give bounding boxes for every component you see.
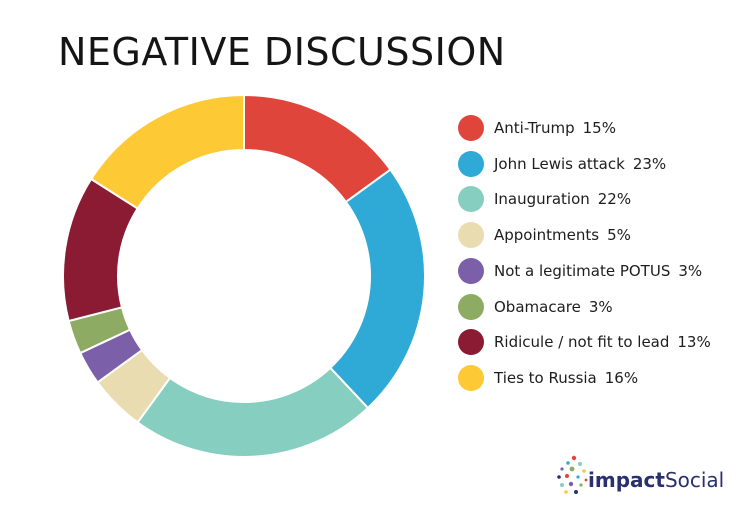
logo-dot [557,475,561,479]
legend-label: Not a legitimate POTUS 3% [494,262,702,280]
legend-item: Appointments 5% [458,221,631,249]
logo-dot [582,469,586,473]
legend-item: Not a legitimate POTUS 3% [458,257,702,285]
logo-dot [574,490,578,494]
logo-dot [565,474,569,478]
legend-label: Inauguration 22% [494,190,631,208]
legend-swatch [458,186,484,213]
legend-label-value: 23% [632,154,667,173]
legend-swatch [458,115,484,141]
logo-dot [576,475,580,479]
legend-label-name: Ties to Russia [494,368,597,387]
logo-dot [571,455,577,461]
legend-swatch [458,293,484,320]
logo-dot [560,483,564,487]
legend-label-value: 3% [678,261,703,280]
legend-item: Ridicule / not fit to lead 13% [458,328,711,356]
legend-label-value: 3% [588,297,613,316]
legend-item: Ties to Russia 16% [458,364,638,392]
legend-swatch [458,257,484,284]
legend-label-value: 22% [597,190,632,209]
logo-dot [560,467,564,471]
legend-label-name: Inauguration [494,190,590,209]
logo-dot [566,461,570,465]
legend-item: Anti-Trump 15% [458,114,616,142]
legend-label-value: 5% [607,226,631,245]
logo-dot [579,483,583,487]
legend-label: John Lewis attack 23% [494,155,666,173]
legend-swatch [458,150,484,177]
legend-item: Obamacare 3% [458,293,613,321]
legend-label-name: Anti-Trump [494,119,575,137]
legend-label-value: 13% [677,333,711,352]
logo-wordmark: impactSocial [588,468,724,492]
logo-dot [584,478,588,482]
legend-label-name: Ridicule / not fit to lead [494,333,670,352]
legend-item: John Lewis attack 23% [458,150,666,178]
impactsocial-logo: impactSocial [556,454,726,498]
logo-dot [578,462,582,466]
legend-label: Appointments 5% [494,226,631,244]
donut-slice-john-lewis-attack [328,168,426,410]
legend-swatch [458,222,484,249]
legend-label-value: 15% [582,119,616,137]
donut-slice-ties-to-russia [89,93,245,210]
logo-word-impact: impact [588,468,665,492]
legend-item: Inauguration 22% [458,185,631,213]
legend-label-name: Appointments [494,226,600,245]
logo-dot [569,466,575,472]
legend-label-name: John Lewis attack [494,154,625,173]
logo-dot [564,490,568,494]
legend-label-value: 16% [604,368,639,387]
legend-swatch [458,364,484,391]
donut-slice-inauguration [136,366,370,458]
legend-label: Obamacare 3% [494,298,613,316]
logo-word-social: Social [664,468,725,492]
legend-label-name: Not a legitimate POTUS [494,261,671,280]
legend-swatch [458,329,484,356]
legend-label-name: Obamacare [494,297,581,316]
legend-label: Ties to Russia 16% [494,369,638,387]
logo-dot [568,481,574,487]
logo-dots-icon [557,455,588,494]
legend-label: Anti-Trump 15% [494,119,616,137]
chart-title: NEGATIVE DISCUSSION [58,30,506,74]
legend-label: Ridicule / not fit to lead 13% [494,333,711,351]
